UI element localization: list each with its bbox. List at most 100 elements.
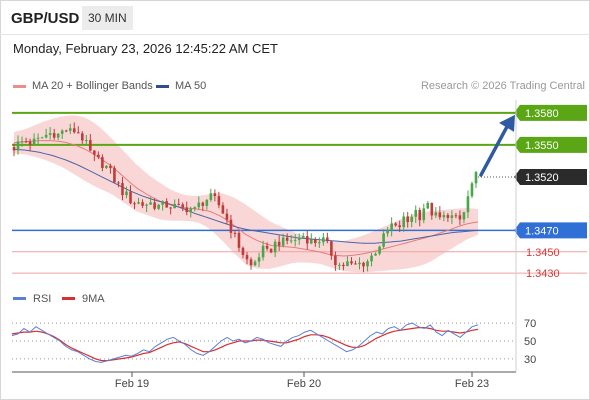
- level-label-0: 1.3580: [525, 108, 559, 120]
- candle: [72, 122, 76, 134]
- candle-body: [326, 237, 329, 242]
- candle-body: [225, 213, 229, 220]
- candle-body: [309, 239, 313, 244]
- timeframe-badge[interactable]: 30 MIN: [82, 6, 133, 30]
- candle: [309, 233, 313, 245]
- forecast-arrow-head: [499, 114, 515, 132]
- instrument-title: GBP/USD: [11, 10, 80, 27]
- candle: [438, 206, 442, 220]
- candle-body: [24, 141, 28, 143]
- candle-body: [217, 196, 221, 206]
- candle-body: [221, 205, 225, 214]
- rsi-panel: 70 50 30: [11, 318, 536, 366]
- candle-body: [305, 236, 309, 244]
- candle: [97, 151, 100, 159]
- candle-body: [89, 140, 92, 151]
- bollinger-swatch: [13, 84, 26, 88]
- candle: [157, 204, 160, 211]
- candle-body: [426, 202, 430, 209]
- candle: [370, 252, 373, 267]
- candle-body: [386, 230, 389, 234]
- candle-body: [261, 245, 265, 258]
- candle: [285, 233, 289, 245]
- key-levels: [12, 111, 587, 274]
- candle: [16, 135, 20, 155]
- candle: [281, 233, 285, 248]
- candle-body: [113, 168, 116, 183]
- candle: [301, 232, 305, 239]
- candle-body: [301, 236, 305, 238]
- candle-body: [72, 128, 76, 133]
- candle: [418, 207, 422, 227]
- candle-body: [52, 133, 56, 138]
- candle: [382, 229, 385, 249]
- candle-body: [406, 216, 410, 223]
- candle-body: [40, 137, 44, 139]
- candle: [76, 126, 80, 134]
- level-tag-0: [514, 104, 587, 121]
- candle: [454, 212, 458, 219]
- candle: [189, 206, 193, 218]
- candle: [64, 129, 68, 133]
- candle: [390, 217, 393, 237]
- candle-body: [293, 239, 297, 241]
- candle: [253, 259, 257, 267]
- candle: [394, 222, 397, 227]
- candle: [462, 211, 466, 224]
- candle: [466, 190, 470, 219]
- candle-body: [273, 241, 277, 253]
- candle: [326, 232, 329, 244]
- forecast-arrow: [479, 114, 515, 177]
- candle-body: [438, 212, 442, 218]
- candle-body: [462, 212, 466, 220]
- candle-body: [442, 215, 446, 218]
- candle-body: [314, 239, 317, 243]
- candle: [153, 198, 156, 211]
- candle: [342, 262, 345, 271]
- candle: [125, 186, 128, 199]
- candle-body: [350, 261, 353, 264]
- candle-body: [334, 255, 337, 266]
- legend-bollinger: MA 20 + Bollinger Bands: [13, 80, 153, 92]
- candle: [446, 212, 450, 222]
- candle-body: [269, 248, 273, 253]
- level-label-1: 1.3550: [525, 140, 559, 152]
- candle: [60, 129, 64, 140]
- level-label-2: 1.3520: [525, 172, 559, 184]
- candle-body: [28, 141, 32, 145]
- candle: [338, 262, 341, 271]
- candle: [137, 197, 140, 205]
- candle: [121, 177, 124, 201]
- candle: [181, 202, 185, 212]
- candle: [161, 200, 164, 211]
- candle: [217, 191, 221, 209]
- candle-body: [201, 202, 205, 206]
- candle-body: [137, 202, 140, 204]
- ma50-swatch: [156, 84, 169, 88]
- candle: [237, 230, 241, 252]
- moving-averages: [13, 140, 479, 257]
- candle-body: [36, 137, 40, 139]
- candle: [93, 149, 96, 162]
- candle: [358, 257, 361, 270]
- candle: [101, 154, 104, 172]
- candle: [205, 198, 209, 210]
- candle-body: [20, 141, 24, 143]
- candle-body: [229, 219, 233, 233]
- candle-body: [446, 215, 450, 218]
- candle-body: [101, 157, 104, 169]
- candle: [68, 123, 72, 135]
- candle-body: [85, 140, 88, 142]
- candle: [257, 252, 261, 267]
- chart-header: GBP/USD 30 MIN: [0, 0, 590, 34]
- candle: [32, 133, 36, 146]
- candle: [366, 259, 369, 272]
- rsi-tick-label-0: 70: [524, 318, 536, 330]
- candle: [330, 240, 333, 260]
- candle: [209, 188, 213, 202]
- candle-body: [322, 237, 325, 243]
- candle-body: [245, 255, 249, 260]
- candle-body: [105, 165, 108, 169]
- candle: [141, 199, 144, 209]
